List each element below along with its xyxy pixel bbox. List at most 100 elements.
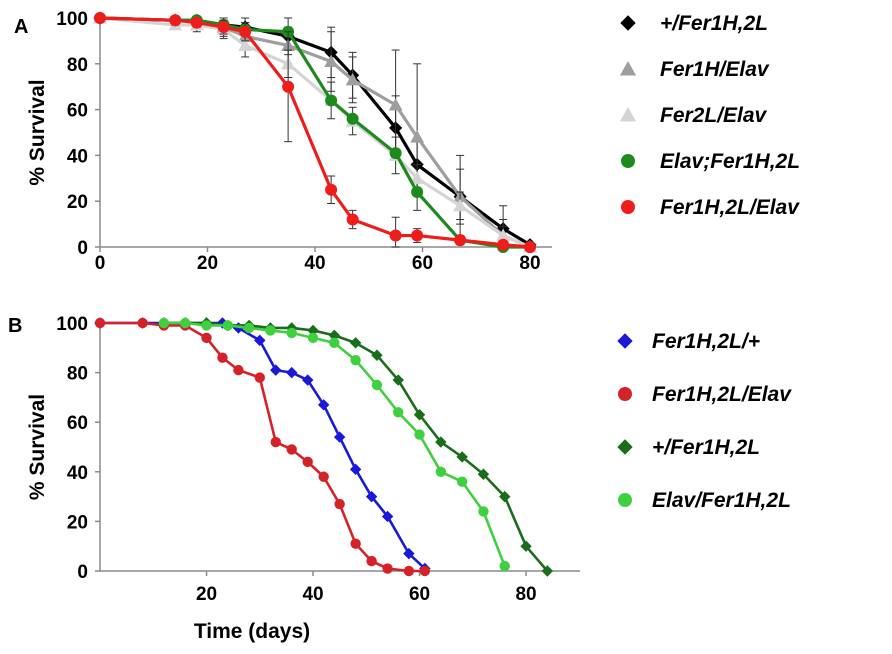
panel-a-series-fer2l-elav-2-line <box>99 16 531 249</box>
panel-b-legend-label-0: Fer1H,2L/+ <box>652 330 760 353</box>
panel-a-series-elav-fer1h-2l-3-point-8 <box>389 147 402 160</box>
panel-a-legend-label-3: Elav;Fer1H,2L <box>660 150 800 173</box>
panel-a-x-tick-label-80: 80 <box>519 253 540 274</box>
panel-b-series-fer1h-2l-elav-1-point-4 <box>201 332 212 344</box>
panel-b-series-fer1h-2l-elav-1-point-1 <box>137 317 148 329</box>
panel-a-series-fer1h-2l-elav-4-point-10 <box>454 234 467 247</box>
panel-b-label: B <box>8 315 22 337</box>
panel-a-series-elav-fer1h-2l-3 <box>94 12 536 253</box>
panel-b-series-fer1h-2l-elav-1-line <box>100 321 425 573</box>
panel-b-legend-swatch-2 <box>617 439 633 455</box>
panel-a-x-tick-label-20: 20 <box>197 253 218 274</box>
panel-a-y-tick-label-80: 80 <box>67 55 88 76</box>
panel-b-series-fer1h-2l-0-point-10 <box>301 374 314 386</box>
panel-b-x-tick-label-60: 60 <box>409 584 430 605</box>
panel-a-y-axis-label: % Survival <box>26 79 49 185</box>
panel-b-y-axis-label: % Survival <box>26 394 49 500</box>
panel-b-y-tick-label-100: 100 <box>56 314 88 335</box>
panel-b-series-fer1h-2l-2-point-12 <box>413 409 426 421</box>
panel-a-series-fer1h-2l-elav-4-point-6 <box>325 183 338 196</box>
panel-a-legend-item-fer1h-2l-0: +/Fer1H,2L <box>620 12 768 35</box>
panel-b-y-tick-label-40: 40 <box>67 463 88 484</box>
panel-a-x-tick-label-40: 40 <box>304 253 325 274</box>
panel-a-series-elav-fer1h-2l-3-line <box>99 16 530 249</box>
panel-b-y-tick-label-80: 80 <box>67 364 88 385</box>
panel-b-series-elav-fer1h-2l-3-point-4 <box>243 322 255 334</box>
panel-a-series-fer1h-2l-elav-4-point-11 <box>497 238 510 251</box>
panel-b-series-fer1h-2l-0-point-7 <box>254 334 266 347</box>
panel-a-x-tick-label-60: 60 <box>412 253 433 274</box>
panel-b-series-fer1h-2l-elav-1-point-5 <box>217 352 228 363</box>
panel-a-series-fer1h-2l-elav-4-point-2 <box>190 16 203 29</box>
panel-b-series-fer1h-2l-0-point-11 <box>317 399 330 411</box>
panel-a-series-fer2l-elav-2-point-10 <box>453 198 468 212</box>
panel-b-series-elav-fer1h-2l-3-point-0 <box>158 317 170 329</box>
panel-b-series-fer1h-2l-2-point-18 <box>541 565 554 577</box>
panel-b-series-fer1h-2l-0-point-16 <box>403 547 415 560</box>
panel-a-series-fer1h-2l-elav-4-point-7 <box>346 213 359 226</box>
panel-a-legend-label-4: Fer1H,2L/Elav <box>660 196 800 219</box>
panel-b-x-tick-label-20: 20 <box>196 584 217 605</box>
panel-a-series-fer1h-2l-elav-4-point-9 <box>411 229 424 242</box>
panel-a-series-fer2l-elav-2-point-9 <box>410 171 425 184</box>
panel-b-series-elav-fer1h-2l-3-point-10 <box>371 379 383 391</box>
panel-b-x-tick-label-40: 40 <box>302 584 323 605</box>
panel-b-series-fer1h-2l-2-point-9 <box>349 337 362 349</box>
panel-b-series-fer1h-2l-elav-1-point-12 <box>334 498 345 510</box>
panel-b-series-elav-fer1h-2l-3-point-11 <box>393 407 404 418</box>
panel-a-series-fer1h-2l-elav-4-point-12 <box>524 241 536 253</box>
panel-b-series-elav-fer1h-2l-3-point-9 <box>350 355 361 366</box>
panel-b-legend-swatch-1 <box>618 387 632 401</box>
panel-a-series-fer1h-elav-1-point-6 <box>324 54 339 68</box>
panel-b-series-fer1h-2l-elav-1-point-6 <box>233 364 244 376</box>
panel-a-legend-item-fer2l-elav-2: Fer2L/Elav <box>619 104 768 127</box>
panel-b-legend-swatch-0 <box>617 333 633 349</box>
panel-a-series-fer1h-2l-elav-4 <box>94 12 536 253</box>
panel-a-series-fer1h-elav-1-point-7 <box>345 72 360 86</box>
panel-b-legend-item-elav-fer1h-2l-3: Elav/Fer1H,2L <box>618 489 791 512</box>
panel-b-series-fer1h-2l-elav-1-point-10 <box>302 456 313 468</box>
panel-b-series-fer1h-2l-2-point-7 <box>307 324 319 337</box>
panel-a-y-tick-label-60: 60 <box>67 101 88 122</box>
panel-b-series-elav-fer1h-2l-3-point-8 <box>329 337 340 349</box>
panel-a-legend-label-0: +/Fer1H,2L <box>660 12 768 35</box>
panel-b-legend-swatch-3 <box>618 493 632 507</box>
panel-b-series-elav-fer1h-2l-3-point-7 <box>307 332 319 344</box>
panel-b-series-fer1h-2l-0-point-15 <box>381 510 394 523</box>
panel-b-series-fer1h-2l-elav-1-point-16 <box>403 565 415 577</box>
panel-b-series-fer1h-2l-0-point-13 <box>349 463 362 476</box>
panel-b-series-fer1h-2l-0-point-8 <box>270 364 282 376</box>
panel-b-series-fer1h-2l-elav-1-point-15 <box>382 563 393 574</box>
panel-b-series-elav-fer1h-2l-3-point-12 <box>414 429 425 440</box>
panel-b-series-fer1h-2l-0-point-9 <box>286 366 298 379</box>
panel-b-series-fer1h-2l-0-point-12 <box>333 431 346 443</box>
panel-b-series-elav-fer1h-2l-3-point-5 <box>265 325 276 336</box>
panel-b-y-tick-label-20: 20 <box>67 512 88 533</box>
panel-a-chart: A 0 20 40 60 80 100 0 20 40 60 80 % Survival +/Fer1H,… <box>14 9 800 274</box>
panel-a-series-fer2l-elav-2-point-4 <box>238 38 253 51</box>
panel-a-series-fer1h-2l-elav-4-point-8 <box>389 229 402 242</box>
panel-b-series-fer1h-2l-elav-1-point-14 <box>366 555 377 567</box>
panel-a-x-tick-label-0: 0 <box>95 253 106 274</box>
panel-b-series-fer1h-2l-2-point-14 <box>456 451 468 463</box>
panel-b-legend-label-1: Fer1H,2L/Elav <box>652 383 792 406</box>
panel-b-series-fer1h-2l-elav-1-point-9 <box>286 444 297 455</box>
panel-b-chart: B 0 20 40 60 80 100 20 40 60 80 % Survival Time (day… <box>8 314 792 643</box>
panel-a-series-fer1h-elav-1-point-9 <box>410 130 425 143</box>
panel-b-series-fer1h-2l-2-point-10 <box>371 349 383 361</box>
panel-b-series-elav-fer1h-2l-3-point-13 <box>435 466 447 477</box>
panel-b-series-fer1h-2l-elav-1-point-17 <box>419 565 431 577</box>
panel-a-y-tick-label-0: 0 <box>77 238 88 259</box>
panel-a-legend-swatch-1 <box>619 60 637 76</box>
panel-b-series-fer1h-2l-0-point-14 <box>365 490 378 503</box>
panel-a-series-fer1h-2l-elav-4-point-5 <box>282 80 295 93</box>
panel-b-series-elav-fer1h-2l-3-point-15 <box>478 506 489 517</box>
panel-a-label: A <box>14 16 28 38</box>
panel-b-series-fer1h-2l-elav-1-point-13 <box>350 538 361 549</box>
panel-b-series-fer1h-2l-elav-1-point-11 <box>318 471 329 482</box>
panel-b-series-elav-fer1h-2l-3-point-1 <box>180 317 191 329</box>
panel-b-x-axis-label: Time (days) <box>194 620 310 643</box>
panel-a-legend-label-2: Fer2L/Elav <box>660 104 768 127</box>
panel-b-series-elav-fer1h-2l-3-point-6 <box>286 327 297 339</box>
panel-b-series-elav-fer1h-2l-3-point-2 <box>201 320 212 331</box>
